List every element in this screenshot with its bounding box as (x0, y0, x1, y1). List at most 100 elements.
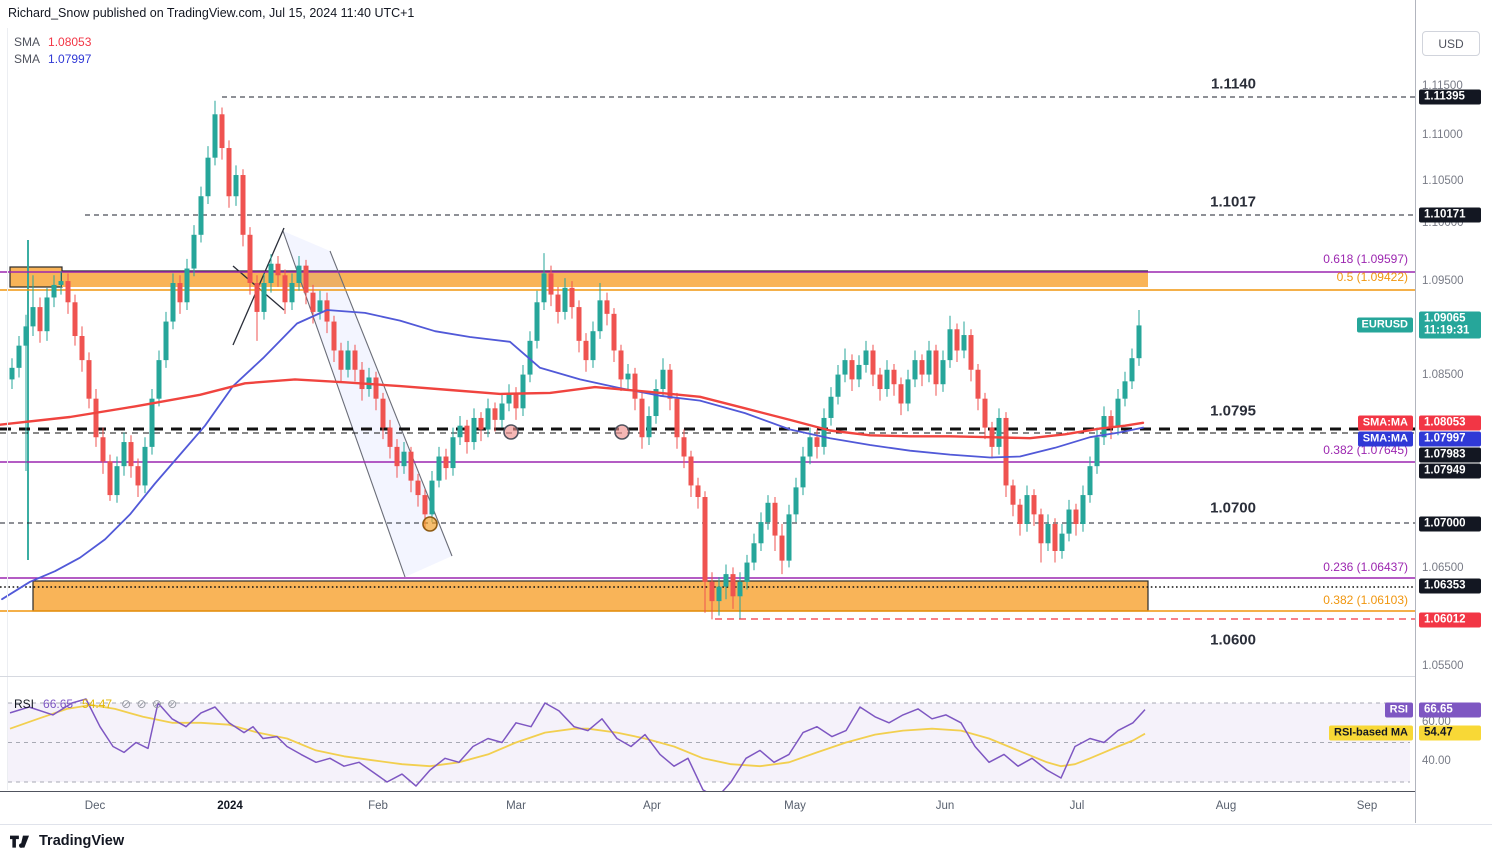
rsi-ma-value: 54.47 (82, 697, 113, 711)
candle-body (660, 369, 666, 390)
candle-body (814, 437, 820, 447)
axis-tick-label: 1.11000 (1422, 129, 1463, 141)
candle-body (429, 480, 435, 515)
candle-body (121, 442, 127, 467)
rsi-ma-line (9, 704, 1146, 768)
time-axis[interactable]: Dec 2024 Feb Mar Apr May Jun Jul Aug Sep (0, 791, 1415, 823)
candle-body (310, 292, 316, 312)
candle-body (457, 425, 463, 438)
axis-price-tag: 1.10171 (1419, 207, 1481, 223)
month-label: Apr (643, 800, 661, 812)
candle-body (219, 114, 225, 149)
candle-body (16, 345, 22, 368)
candle-body (821, 417, 827, 447)
rsi-legend: RSI 66.65 54.47 ⊘ ⊘ ⊘ ⊘ (14, 697, 178, 711)
candle-body (485, 408, 491, 430)
candle-body (842, 360, 848, 375)
candle-body (303, 265, 309, 293)
candle-body (800, 456, 806, 488)
rsi-label: RSI (14, 697, 35, 711)
axis-price-tag: 66.65 (1419, 702, 1481, 718)
candle-body (86, 360, 92, 399)
candle-body (226, 148, 232, 197)
event-circle-marker (422, 516, 438, 532)
candle-body (688, 456, 694, 486)
candle-body (443, 456, 449, 469)
candle-body (352, 350, 358, 370)
candle-body (919, 360, 925, 375)
hide-series-icons[interactable]: ⊘ ⊘ ⊘ ⊘ (121, 697, 179, 711)
candle-body (373, 377, 379, 399)
candle-body (198, 196, 204, 235)
month-label: Jun (935, 800, 955, 812)
candle-body (730, 574, 736, 597)
indicator-legend: SMA 1.08053 SMA 1.07997 (14, 34, 91, 68)
channel-trendline (282, 230, 406, 578)
candle-body (415, 480, 421, 496)
month-label: Sep (1356, 800, 1378, 812)
candle-body (940, 360, 946, 385)
price-axis[interactable]: USD 1.11500 1.11000 1.10500 1.10000 1.09500 1… (1415, 0, 1492, 823)
candle-body (632, 373, 638, 399)
candle-body (611, 313, 617, 351)
axis-price-tag: 1.06012 (1419, 612, 1481, 628)
candle-body (954, 329, 960, 351)
candle-body (1052, 524, 1058, 551)
candle-body (65, 281, 71, 303)
candle-body (240, 175, 246, 235)
candle-body (422, 495, 428, 515)
candle-body (79, 336, 85, 361)
candle-body (114, 466, 120, 496)
candle-body (968, 335, 974, 370)
candle-body (1115, 398, 1121, 428)
candle-body (1017, 504, 1023, 524)
rsi-line (9, 698, 1146, 799)
candle-body (1129, 358, 1135, 382)
supply-demand-zone (32, 580, 1149, 612)
candle-body (275, 263, 281, 276)
axis-price-tag: 1.07000 (1419, 516, 1481, 532)
candle-body (296, 265, 302, 283)
candle-body (142, 446, 148, 486)
candle-body (856, 364, 862, 380)
candle-body (891, 369, 897, 385)
tradingview-logo-icon[interactable] (10, 833, 32, 850)
candle-body (471, 417, 477, 443)
candle-body (380, 398, 386, 428)
currency-toggle-button[interactable]: USD (1422, 31, 1480, 56)
candle-body (562, 287, 568, 312)
candle-body (408, 451, 414, 481)
candle-body (1045, 524, 1051, 544)
axis-tick-label: 40.00 (1422, 755, 1451, 767)
chart-canvas[interactable] (0, 0, 1415, 823)
month-label: Jul (1069, 800, 1085, 812)
axis-tick-label: 1.06500 (1422, 562, 1464, 574)
candle-body (1087, 466, 1093, 496)
axis-price-tag: 1.07997 (1419, 431, 1481, 447)
candle-body (702, 497, 708, 582)
candle-body (933, 350, 939, 385)
candle-body (786, 514, 792, 561)
candle-body (534, 302, 540, 341)
candle-body (282, 275, 288, 303)
candle-body (905, 379, 911, 404)
candle-body (317, 300, 323, 312)
candle-body (9, 367, 15, 380)
tradingview-wordmark[interactable]: TradingView (39, 833, 125, 849)
candle-body (1136, 325, 1142, 359)
candle-body (996, 417, 1002, 447)
candle-body (478, 417, 484, 430)
axis-price-tag: 1.09065 11:19:31 (1419, 311, 1481, 339)
candle-body (177, 283, 183, 303)
axis-tick-label: 1.08500 (1422, 369, 1464, 381)
candle-body (709, 581, 715, 602)
candle-body (884, 369, 890, 390)
candle-body (912, 360, 918, 380)
candle-body (975, 369, 981, 399)
month-label: Aug (1215, 800, 1237, 812)
candle-body (520, 374, 526, 409)
sma-slow-line (1, 309, 1144, 601)
axis-tick-label: 1.10500 (1422, 175, 1464, 187)
candle-body (674, 398, 680, 438)
